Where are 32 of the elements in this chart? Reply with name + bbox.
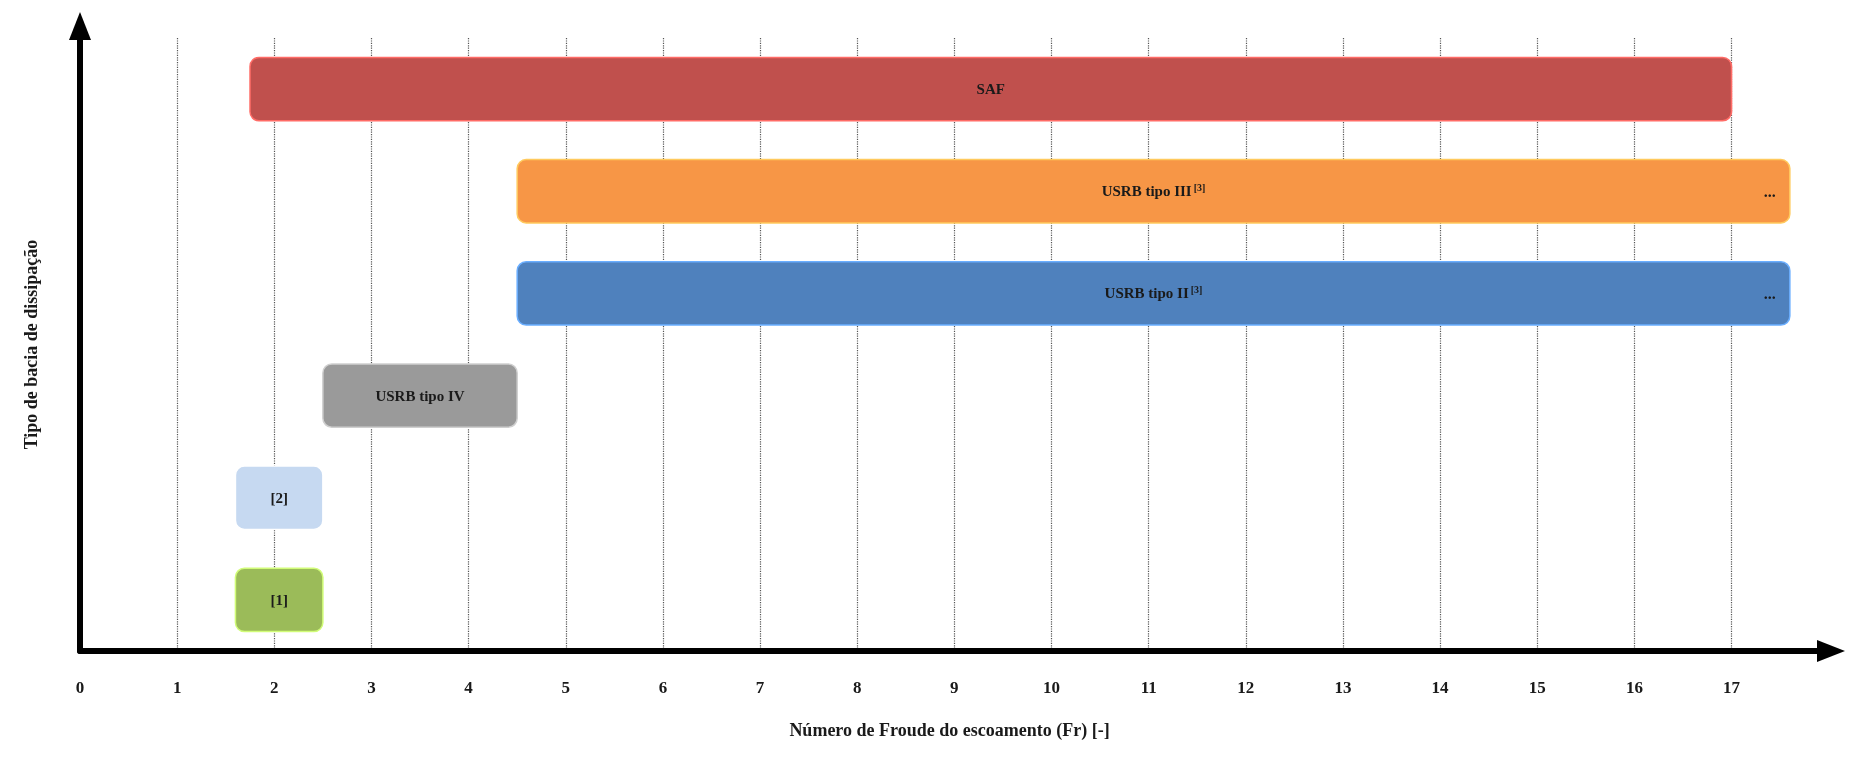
x-tick-label: 11 <box>1140 678 1157 697</box>
x-tick-label: 7 <box>755 678 765 697</box>
bar <box>516 158 1791 224</box>
x-tick-label: 9 <box>950 678 959 697</box>
x-tick-label: 0 <box>75 678 85 697</box>
bar <box>234 465 324 531</box>
x-axis-title: Número de Froude do escoamento (Fr) [-] <box>789 720 1110 741</box>
x-tick-label: 16 <box>1625 678 1643 697</box>
x-tick-label: 6 <box>658 678 668 697</box>
y-tick-label: USRB tipo IV <box>375 387 465 404</box>
annotation: ... <box>1763 284 1776 302</box>
x-tick-label: 5 <box>561 678 570 697</box>
y-tick-label: SAF <box>976 81 1005 98</box>
bar <box>322 363 518 429</box>
x-tick-label: 10 <box>1043 678 1061 697</box>
y-tick-label: [1] <box>270 591 288 608</box>
x-tick-label: 2 <box>270 678 279 697</box>
x-tick-label: 17 <box>1723 678 1741 697</box>
y-axis-title: Tipo de bacia de dissipação <box>21 239 41 450</box>
x-tick-label: 13 <box>1334 678 1352 697</box>
x-tick-label: 12 <box>1237 678 1255 697</box>
x-tick-label: 3 <box>367 678 376 697</box>
y-tick-label: [2] <box>270 489 288 506</box>
x-tick-label: 15 <box>1528 678 1546 697</box>
bar <box>516 261 1791 326</box>
x-tick-label: 1 <box>172 678 182 697</box>
x-tick-label: 14 <box>1431 678 1450 697</box>
bar <box>234 567 324 633</box>
annotation: ... <box>1763 182 1776 200</box>
x-tick-label: 8 <box>852 678 862 697</box>
bar <box>249 56 1733 122</box>
x-tick-label: 4 <box>464 678 474 697</box>
